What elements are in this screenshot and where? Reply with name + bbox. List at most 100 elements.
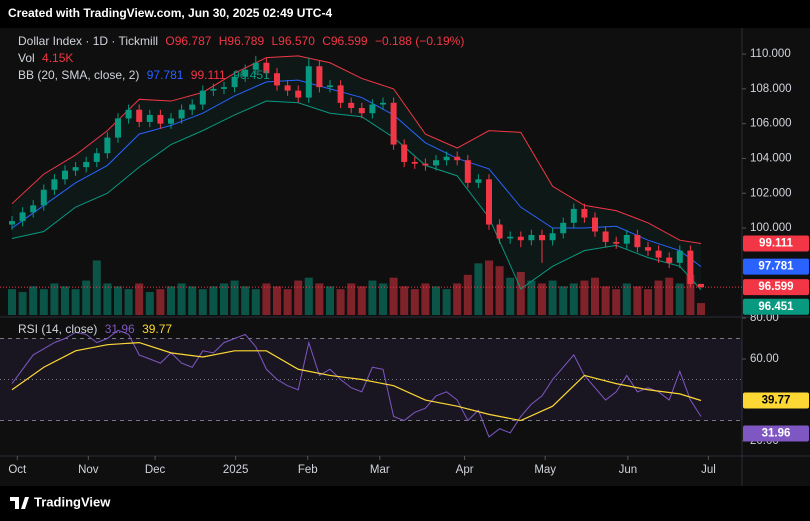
volume-bar — [357, 286, 366, 315]
volume-bar — [665, 277, 674, 315]
candle-body — [676, 250, 683, 263]
volume-bar — [92, 260, 101, 315]
low: L96.570 — [271, 34, 315, 48]
volume-bar — [156, 289, 165, 315]
candle-body — [72, 167, 79, 171]
volume-bar — [209, 286, 218, 315]
candle-body — [369, 104, 376, 114]
candle-body — [401, 144, 408, 162]
volume-bar — [654, 280, 663, 315]
candle-body — [231, 76, 238, 88]
volume-bar — [463, 274, 472, 315]
x-tick-label: 2025 — [223, 464, 249, 476]
x-tick-label: Feb — [298, 464, 318, 476]
x-tick-label: Nov — [78, 464, 99, 476]
candle-body — [496, 224, 503, 239]
volume-bar — [644, 289, 652, 315]
volume-bar — [633, 286, 642, 315]
volume-bar — [591, 277, 599, 315]
volume-bar — [559, 286, 568, 315]
volume-bar — [548, 280, 557, 315]
candle-body — [30, 205, 37, 213]
volume-bar — [612, 289, 621, 315]
candle-body — [327, 85, 333, 88]
candle-body — [581, 208, 588, 218]
volume-bar — [251, 289, 260, 315]
price-tag — [743, 425, 809, 442]
candle-body — [443, 156, 450, 161]
candle-body — [62, 170, 68, 180]
candle-body — [295, 90, 302, 98]
bb-legend: BB (20, SMA, close, 2) 97.781 99.111 96.… — [18, 68, 270, 82]
volume-bar — [506, 277, 515, 315]
open: O96.787 — [165, 34, 211, 48]
candle-body — [40, 189, 47, 206]
y-tick-label: 104.000 — [750, 152, 792, 164]
candle-body — [51, 179, 58, 190]
volume-bar — [262, 283, 271, 315]
candle-body — [411, 161, 418, 164]
volume-bar — [177, 283, 186, 315]
volume-bar — [389, 277, 398, 315]
rsi-line — [11, 329, 702, 438]
volume-bar — [622, 283, 631, 315]
candle-body — [507, 236, 514, 239]
vol-label: Vol — [18, 51, 35, 65]
candle-body — [146, 114, 153, 122]
price-tag-label: 39.77 — [762, 395, 791, 407]
logo-icon — [10, 497, 29, 509]
candle-body — [189, 104, 196, 110]
candle-body — [168, 118, 174, 124]
y-tick-label: 106.000 — [750, 118, 792, 130]
credit: Created with TradingView.com, Jun 30, 20… — [8, 6, 332, 20]
rsi-tick-label: 60.00 — [750, 353, 779, 365]
candle-body — [464, 160, 471, 183]
candle-body — [698, 283, 704, 288]
price-tag-label: 31.96 — [762, 428, 791, 440]
candle-body — [549, 233, 556, 241]
footer-bar — [0, 486, 810, 521]
y-tick-label: 100.000 — [750, 222, 792, 234]
candle-body — [570, 208, 577, 223]
price-tag — [743, 279, 809, 296]
price-tag — [743, 392, 809, 409]
high: H96.789 — [219, 34, 265, 48]
x-tick-label: Apr — [456, 464, 474, 476]
candle-body — [454, 156, 461, 161]
candle-body — [178, 109, 185, 119]
candle-body — [517, 236, 524, 241]
candle-body — [390, 102, 397, 145]
price-tag-label: 96.599 — [758, 281, 793, 293]
price-tag — [743, 235, 809, 252]
candle-body — [157, 114, 164, 124]
candle-body — [380, 102, 386, 105]
volume-legend: Vol 4.15K — [18, 51, 73, 65]
y-tick-label: 108.000 — [750, 83, 792, 95]
candle-body — [115, 118, 121, 138]
close: C96.599 — [322, 34, 368, 48]
candle-body — [613, 241, 620, 244]
volume-bar — [304, 277, 313, 315]
volume-bar — [569, 283, 578, 315]
volume-bar — [220, 283, 228, 315]
candle-body — [210, 88, 217, 91]
volume-bar — [474, 263, 483, 315]
volume-bar — [686, 274, 695, 315]
volume-bar — [18, 292, 27, 315]
bb-upper-value: 99.111 — [191, 68, 226, 82]
bb-label: BB (20, SMA, close, 2) — [18, 68, 139, 82]
y-tick-label: 102.000 — [750, 187, 792, 199]
volume-bar — [39, 289, 48, 315]
candle-body — [316, 66, 323, 88]
candle-body — [221, 87, 227, 89]
price-tag — [743, 258, 809, 275]
x-tick-label: Jun — [619, 464, 638, 476]
x-tick-label: Dec — [145, 464, 166, 476]
symbol: Dollar Index · 1D · Tickmill — [18, 34, 158, 48]
candle-body — [539, 234, 545, 241]
volume-bar — [400, 286, 409, 315]
price-tag-label: 97.781 — [758, 261, 794, 273]
candle-body — [125, 109, 132, 119]
rsi-ma-value: 39.77 — [142, 322, 172, 336]
price-tag-label: 99.111 — [759, 238, 794, 250]
